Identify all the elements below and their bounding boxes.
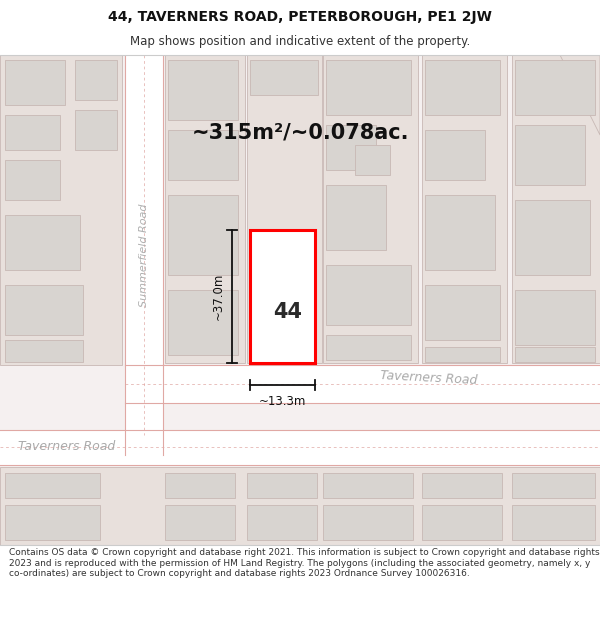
Bar bbox=[0, 467, 600, 545]
Bar bbox=[326, 60, 411, 115]
Bar bbox=[165, 473, 235, 498]
Polygon shape bbox=[510, 55, 600, 135]
Bar bbox=[5, 285, 83, 335]
Bar bbox=[0, 430, 600, 465]
Bar bbox=[422, 473, 502, 498]
Bar bbox=[165, 505, 235, 540]
Bar bbox=[247, 473, 317, 498]
Bar bbox=[168, 60, 238, 120]
Bar bbox=[125, 365, 163, 465]
Bar bbox=[5, 215, 80, 270]
Bar bbox=[250, 60, 318, 95]
Text: ~37.0m: ~37.0m bbox=[212, 272, 225, 320]
Text: 44: 44 bbox=[273, 302, 302, 322]
Text: ~315m²/~0.078ac.: ~315m²/~0.078ac. bbox=[191, 123, 409, 143]
Bar bbox=[125, 55, 163, 455]
Bar bbox=[247, 505, 317, 540]
Bar bbox=[5, 115, 60, 150]
Text: Taverners Road: Taverners Road bbox=[380, 369, 478, 387]
Bar bbox=[75, 110, 117, 150]
Bar bbox=[125, 365, 600, 403]
Bar bbox=[5, 60, 65, 105]
Bar bbox=[326, 265, 411, 325]
Bar bbox=[425, 347, 500, 362]
Bar bbox=[75, 60, 117, 100]
Bar bbox=[355, 145, 390, 175]
Bar bbox=[515, 125, 585, 185]
Bar bbox=[425, 130, 485, 180]
Bar bbox=[168, 290, 238, 355]
Text: ~13.3m: ~13.3m bbox=[259, 395, 306, 408]
Bar bbox=[5, 505, 100, 540]
Bar bbox=[250, 230, 315, 363]
Bar bbox=[512, 473, 595, 498]
Bar bbox=[326, 125, 376, 170]
Text: Summerfield Road: Summerfield Road bbox=[139, 203, 149, 307]
Bar bbox=[168, 195, 238, 275]
Bar bbox=[5, 340, 83, 362]
Bar bbox=[515, 347, 595, 362]
Bar bbox=[168, 130, 238, 180]
Bar bbox=[165, 55, 245, 363]
Bar bbox=[326, 185, 386, 250]
Text: Taverners Road: Taverners Road bbox=[18, 441, 115, 454]
Bar bbox=[5, 160, 60, 200]
Bar bbox=[323, 505, 413, 540]
Text: Map shows position and indicative extent of the property.: Map shows position and indicative extent… bbox=[130, 35, 470, 48]
Bar bbox=[515, 200, 590, 275]
Text: 44, TAVERNERS ROAD, PETERBOROUGH, PE1 2JW: 44, TAVERNERS ROAD, PETERBOROUGH, PE1 2J… bbox=[108, 9, 492, 24]
Bar bbox=[515, 60, 595, 115]
Bar bbox=[323, 473, 413, 498]
Bar bbox=[326, 335, 411, 360]
Bar bbox=[323, 55, 418, 363]
Bar bbox=[425, 60, 500, 115]
Bar bbox=[5, 473, 100, 498]
Bar bbox=[0, 55, 122, 365]
Bar bbox=[247, 55, 322, 363]
Bar bbox=[422, 505, 502, 540]
Bar bbox=[422, 55, 507, 363]
Text: Contains OS data © Crown copyright and database right 2021. This information is : Contains OS data © Crown copyright and d… bbox=[9, 548, 599, 578]
Bar bbox=[425, 285, 500, 340]
Bar bbox=[512, 55, 600, 363]
Bar bbox=[515, 290, 595, 345]
Bar bbox=[512, 505, 595, 540]
Bar bbox=[425, 195, 495, 270]
